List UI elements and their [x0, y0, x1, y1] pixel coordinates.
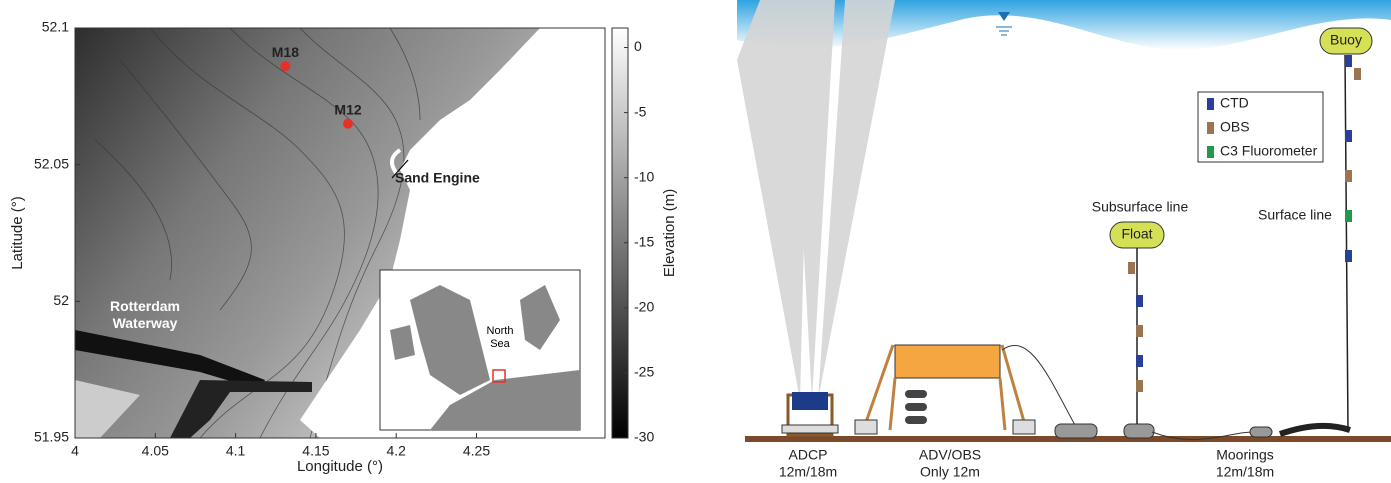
x-tick-label: 4.1	[226, 443, 246, 459]
colorbar	[611, 27, 629, 439]
x-tick-label: 4.25	[463, 443, 490, 459]
inset-label: North Sea	[486, 325, 514, 350]
map-ticks: 4 4.05 4.1 4.15 4.2 4.25 51.95 52 52.05 52.1	[34, 19, 490, 459]
station	[280, 61, 291, 72]
inset: North Sea	[379, 269, 581, 431]
instrument-note: 12m/18m	[779, 464, 837, 480]
map-frame	[74, 27, 606, 439]
instrument-name: ADCP	[789, 447, 828, 463]
annotation: Sand Engine	[395, 170, 480, 186]
y-axis-label: Latitude (°)	[9, 196, 26, 270]
diagram: Float Buoy Subsurface line Surface line …	[737, 0, 1391, 480]
station	[343, 118, 354, 129]
line-label: Surface line	[1258, 207, 1332, 223]
x-tick-label: 4.05	[142, 443, 169, 459]
station-label: M18	[272, 44, 299, 60]
legend-label: C3 Fluorometer	[1220, 143, 1318, 159]
colorbar-tick-label: -30	[634, 429, 654, 445]
y-tick-label: 52	[53, 292, 69, 308]
annotation-box: Rotterdam Waterway	[109, 298, 180, 331]
colorbar-tick-label: -20	[634, 299, 654, 315]
legend-label: CTD	[1220, 95, 1249, 111]
station-label: M12	[334, 101, 361, 117]
x-tick-label: 4.2	[386, 443, 406, 459]
instrument-note: 12m/18m	[1216, 464, 1274, 480]
line-label: Subsurface line	[1092, 199, 1189, 215]
instrument-name: ADV/OBS	[919, 447, 981, 463]
float-label: Buoy	[1330, 32, 1362, 48]
colorbar-ticks: 0 -5 -10 -15 -20 -25 -30	[624, 38, 654, 445]
legend-items: CTD OBS C3 Fluorometer	[1207, 95, 1318, 159]
instrument-note: Only 12m	[920, 464, 980, 480]
x-axis-label: Longitude (°)	[297, 458, 383, 475]
x-tick-label: 4.15	[302, 443, 329, 459]
y-tick-label: 51.95	[34, 429, 69, 445]
instrument-name: Moorings	[1216, 447, 1274, 463]
annotation: Rotterdam Waterway	[109, 298, 180, 331]
colorbar-tick-label: -25	[634, 364, 654, 380]
x-tick-label: 4	[71, 443, 79, 459]
colorbar-tick-label: -10	[634, 168, 654, 184]
legend-swatch	[1207, 146, 1214, 158]
legend-label: OBS	[1220, 119, 1250, 135]
legend-swatch	[1207, 122, 1214, 134]
colorbar-label: Elevation (m)	[661, 189, 678, 277]
annotation-arrow	[391, 159, 409, 179]
colorbar-tick-label: 0	[634, 38, 642, 54]
colorbar-tick-label: -15	[634, 233, 654, 249]
y-tick-label: 52.1	[42, 19, 69, 35]
float-label: Float	[1121, 226, 1152, 242]
colorbar-tick-label: -5	[634, 103, 647, 119]
legend-swatch	[1207, 98, 1214, 110]
y-tick-label: 52.05	[34, 155, 69, 171]
legend	[1197, 91, 1324, 163]
